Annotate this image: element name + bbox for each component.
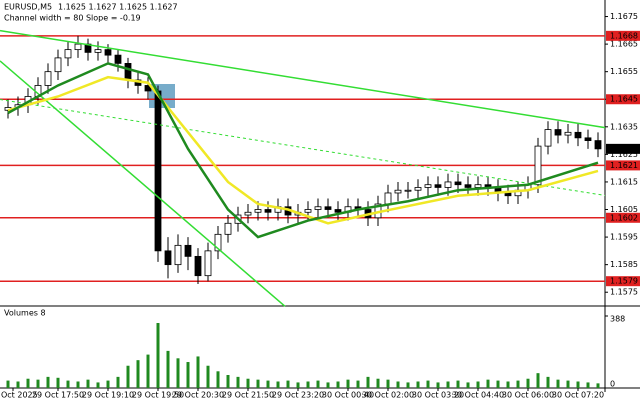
candle-body — [64, 49, 72, 59]
quote: 1.1625 1.1627 1.1625 1.1627 — [58, 3, 178, 12]
candle-body — [304, 209, 312, 213]
candle-body — [534, 145, 542, 186]
candle-body — [544, 129, 552, 147]
candle-body — [584, 137, 592, 141]
volume-title: Volumes 8 — [4, 309, 46, 318]
y-tick-label: 1.1615 — [610, 177, 638, 186]
level-label-bg — [606, 94, 640, 105]
x-tick-label: 30 Oct 07:20 — [552, 391, 604, 400]
level-label: 1.1579 — [610, 277, 638, 286]
y-tick-label: 1.1655 — [610, 67, 638, 76]
candle-body — [214, 233, 222, 252]
x-tick-label: 29 Oct 19:10 — [82, 391, 134, 400]
candle-body — [414, 187, 422, 191]
level-label-bg — [606, 276, 640, 287]
x-tick-label: 30 Oct 02:00 — [362, 391, 414, 400]
level-label: 1.1621 — [610, 161, 638, 170]
candle-body — [454, 181, 462, 186]
candle-body — [114, 54, 122, 64]
y-tick-label: 1.1635 — [610, 122, 638, 131]
candle-body — [574, 131, 582, 139]
y-tick-label: 1.1595 — [610, 233, 638, 242]
candle-body — [394, 189, 402, 194]
candle-body — [324, 206, 332, 210]
indicator-line — [0, 99, 606, 196]
x-tick-label: 29 Oct 20:30 — [172, 391, 224, 400]
candle-body — [104, 49, 112, 56]
candle-body — [254, 209, 262, 213]
volume-tick-label: 388 — [610, 315, 625, 324]
y-tick-label: 1.1625 — [610, 150, 638, 159]
y-tick-label: 1.1605 — [610, 205, 638, 214]
indicator-line — [7, 62, 599, 239]
x-tick-label: 30 Oct 06:00 — [502, 391, 554, 400]
symbol: EURUSD,M5 — [4, 3, 52, 12]
x-tick-label: 29 Oct 17:50 — [32, 391, 84, 400]
current-price-bg — [606, 143, 640, 154]
x-tick-label: 29 Oct 21:50 — [222, 391, 274, 400]
candle-body — [404, 189, 412, 192]
candle-body — [474, 184, 482, 188]
candle-body — [174, 244, 182, 266]
candle-body — [434, 184, 442, 188]
candle-body — [464, 184, 472, 188]
candle-body — [554, 129, 562, 136]
candle-body — [124, 63, 132, 81]
level-label-bg — [606, 160, 640, 171]
indicator-line — [0, 29, 606, 129]
y-tick-label: 1.1585 — [610, 260, 638, 269]
candle-body — [244, 211, 252, 216]
candle-body — [204, 250, 212, 277]
candle-body — [44, 71, 52, 86]
candle-body — [94, 49, 102, 53]
x-tick-label: 30 Oct 03:20 — [412, 391, 464, 400]
level-label: 1.1602 — [610, 213, 638, 222]
candle-body — [334, 209, 342, 213]
indicator-line — [0, 60, 286, 307]
candle-body — [564, 131, 572, 136]
level-label-bg — [606, 212, 640, 223]
candle-body — [384, 192, 392, 205]
candle-body — [54, 57, 62, 73]
candle-body — [74, 43, 82, 51]
level-label: 1.1645 — [610, 95, 638, 104]
x-tick-label: 29 Oct 2025 — [0, 391, 38, 400]
y-tick-label: 1.1675 — [610, 12, 638, 21]
candle-body — [224, 222, 232, 235]
candle-body — [154, 90, 162, 252]
x-tick-label: 30 Oct 04:40 — [452, 391, 504, 400]
y-tick-label: 1.1665 — [610, 40, 638, 49]
candle-body — [424, 184, 432, 188]
level-label: 1.1668 — [610, 31, 638, 40]
candle-body — [314, 206, 322, 210]
x-tick-label: 30 Oct 00:40 — [322, 391, 374, 400]
indicator-line — [7, 75, 599, 225]
candle-body — [594, 140, 602, 150]
candle-body — [504, 192, 512, 197]
volume-tick-label: 0 — [610, 380, 615, 389]
candle-body — [444, 181, 452, 188]
level-label-bg — [606, 30, 640, 41]
y-tick-label: 1.1575 — [610, 288, 638, 297]
indicator-text: Channel width = 80 Slope = -0.19 — [4, 14, 141, 23]
x-tick-label: 29 Oct 23:20 — [272, 391, 324, 400]
current-price-label: 1.1627 — [610, 144, 638, 153]
x-tick-label: 29 Oct 19:50 — [132, 391, 184, 400]
candle-body — [184, 244, 192, 257]
candle-body — [264, 209, 272, 213]
candle-body — [194, 255, 202, 277]
candle-body — [164, 250, 172, 266]
